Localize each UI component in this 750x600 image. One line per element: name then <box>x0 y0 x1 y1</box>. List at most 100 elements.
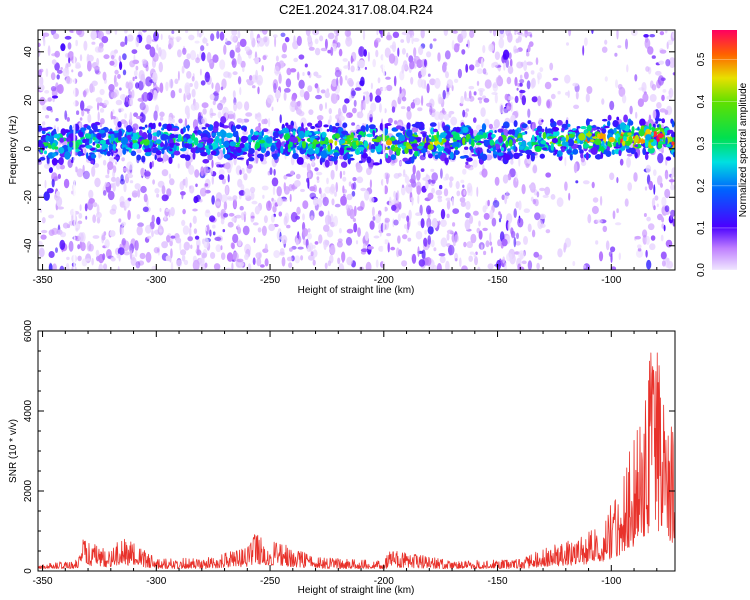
spectrogram-cell <box>393 190 396 198</box>
spectrogram-cell <box>504 262 507 270</box>
spectrogram-cell <box>238 261 245 267</box>
spectrogram-cell <box>60 128 67 136</box>
y-tick-label: 20 <box>23 94 34 106</box>
spectrogram-cell <box>592 197 599 203</box>
y-tick-label: 0 <box>23 146 34 152</box>
spectrogram-cell <box>158 61 163 73</box>
spectrogram-cell <box>489 209 494 220</box>
spectrogram-cell <box>67 42 72 50</box>
spectrogram-cell <box>582 180 590 185</box>
spectrogram-cell <box>77 255 82 262</box>
spectrogram-cell <box>285 78 292 88</box>
spectrogram-cell <box>399 161 403 166</box>
spectrogram-cell <box>487 263 494 270</box>
spectrogram-cell <box>96 149 101 152</box>
spectrogram-cell <box>445 260 450 270</box>
spectrogram-cell <box>200 166 205 177</box>
spectrogram-cell <box>526 153 531 160</box>
spectrogram-cell <box>547 136 555 139</box>
spectrogram-cell <box>372 58 377 68</box>
spectrogram-cell <box>193 102 200 111</box>
spectrogram-cell <box>47 135 52 142</box>
spectrogram-cell <box>66 256 70 261</box>
spectrogram-cell <box>532 198 536 205</box>
spectrogram-cell <box>92 202 98 208</box>
spectrogram-cell <box>524 71 529 80</box>
spectrogram-cell <box>290 170 295 176</box>
spectrogram-cell <box>513 120 518 128</box>
spectrogram-cell <box>656 102 662 109</box>
spectrogram-cell <box>316 74 322 79</box>
spectrogram-cell <box>135 65 139 71</box>
spectrogram-cell <box>396 148 401 156</box>
spectrogram-cell <box>480 107 486 118</box>
spectrogram-cell <box>239 205 244 211</box>
spectrogram-cell <box>38 84 45 92</box>
spectrogram-cell <box>263 215 268 224</box>
spectrogram-cell <box>231 262 234 270</box>
spectrogram-cell <box>119 87 122 91</box>
spectrogram-cell <box>198 112 201 120</box>
spectrogram-cell <box>455 126 461 133</box>
spectrogram-cell <box>357 227 361 238</box>
spectrogram-cell <box>295 173 301 180</box>
spectrogram-cell <box>351 122 356 126</box>
spectrogram-cell <box>110 257 116 262</box>
spectrogram-cell <box>338 115 345 122</box>
spectrogram-cell <box>307 71 311 76</box>
spectrogram-cell <box>396 190 400 201</box>
spectrogram-cell <box>298 130 305 139</box>
spectrogram-cell <box>280 145 284 154</box>
spectrogram-cell <box>537 75 540 85</box>
spectrogram-cell <box>518 266 525 270</box>
spectrogram-cell <box>45 114 50 119</box>
spectrogram-cell <box>363 140 369 148</box>
spectrogram-cell <box>625 140 632 146</box>
spectrogram-cell <box>268 223 276 232</box>
spectrogram-cell <box>411 253 417 264</box>
spectrogram-cell <box>237 55 242 65</box>
spectrogram-cell <box>495 76 501 84</box>
spectrogram-cell <box>464 146 469 150</box>
spectrogram-cell <box>129 141 134 149</box>
spectrogram-cell <box>275 55 279 62</box>
spectrogram-cell <box>278 211 283 217</box>
spectrogram-cell <box>78 232 84 242</box>
spectrogram-cell <box>289 193 292 203</box>
spectrogram-cell <box>637 247 642 252</box>
spectrogram-cell <box>427 226 434 235</box>
spectrogram-cell <box>342 136 347 140</box>
spectrogram-cell <box>241 167 245 175</box>
spectrogram-cell <box>309 155 315 160</box>
spectrogram-cell <box>39 76 44 87</box>
spectrogram-cell <box>201 252 208 259</box>
spectrogram-cell <box>415 230 423 240</box>
spectrogram-cell <box>232 90 236 99</box>
spectrogram-cell <box>222 147 226 155</box>
spectrogram-cell <box>572 261 576 266</box>
spectrogram-cell <box>244 46 251 52</box>
spectrogram-cell <box>371 206 375 217</box>
spectrogram-cell <box>76 168 84 178</box>
spectrogram-cell <box>205 209 210 214</box>
spectrogram-cell <box>601 46 608 53</box>
spectrogram-cell <box>268 117 271 128</box>
spectrogram-cell <box>638 129 646 137</box>
spectrogram-cell <box>92 214 97 223</box>
spectrogram-cell <box>626 64 629 73</box>
spectrogram-cell <box>261 129 264 137</box>
spectrogram-cell <box>121 144 128 149</box>
spectrogram-cell <box>252 257 256 266</box>
spectrogram-cell <box>206 224 210 235</box>
spectrogram-cell <box>416 170 421 181</box>
spectrogram-cell <box>53 176 59 182</box>
spectrogram-cell <box>626 153 633 157</box>
spectrogram-cell <box>462 109 466 118</box>
spectrogram-cell <box>565 91 569 96</box>
spectrogram-cell <box>98 129 105 134</box>
y-tick-label: -40 <box>23 238 34 253</box>
spectrogram-cell <box>463 241 467 248</box>
spectrogram-cell <box>184 82 191 93</box>
spectrogram-cell <box>390 154 396 161</box>
spectrogram-cell <box>41 217 46 224</box>
